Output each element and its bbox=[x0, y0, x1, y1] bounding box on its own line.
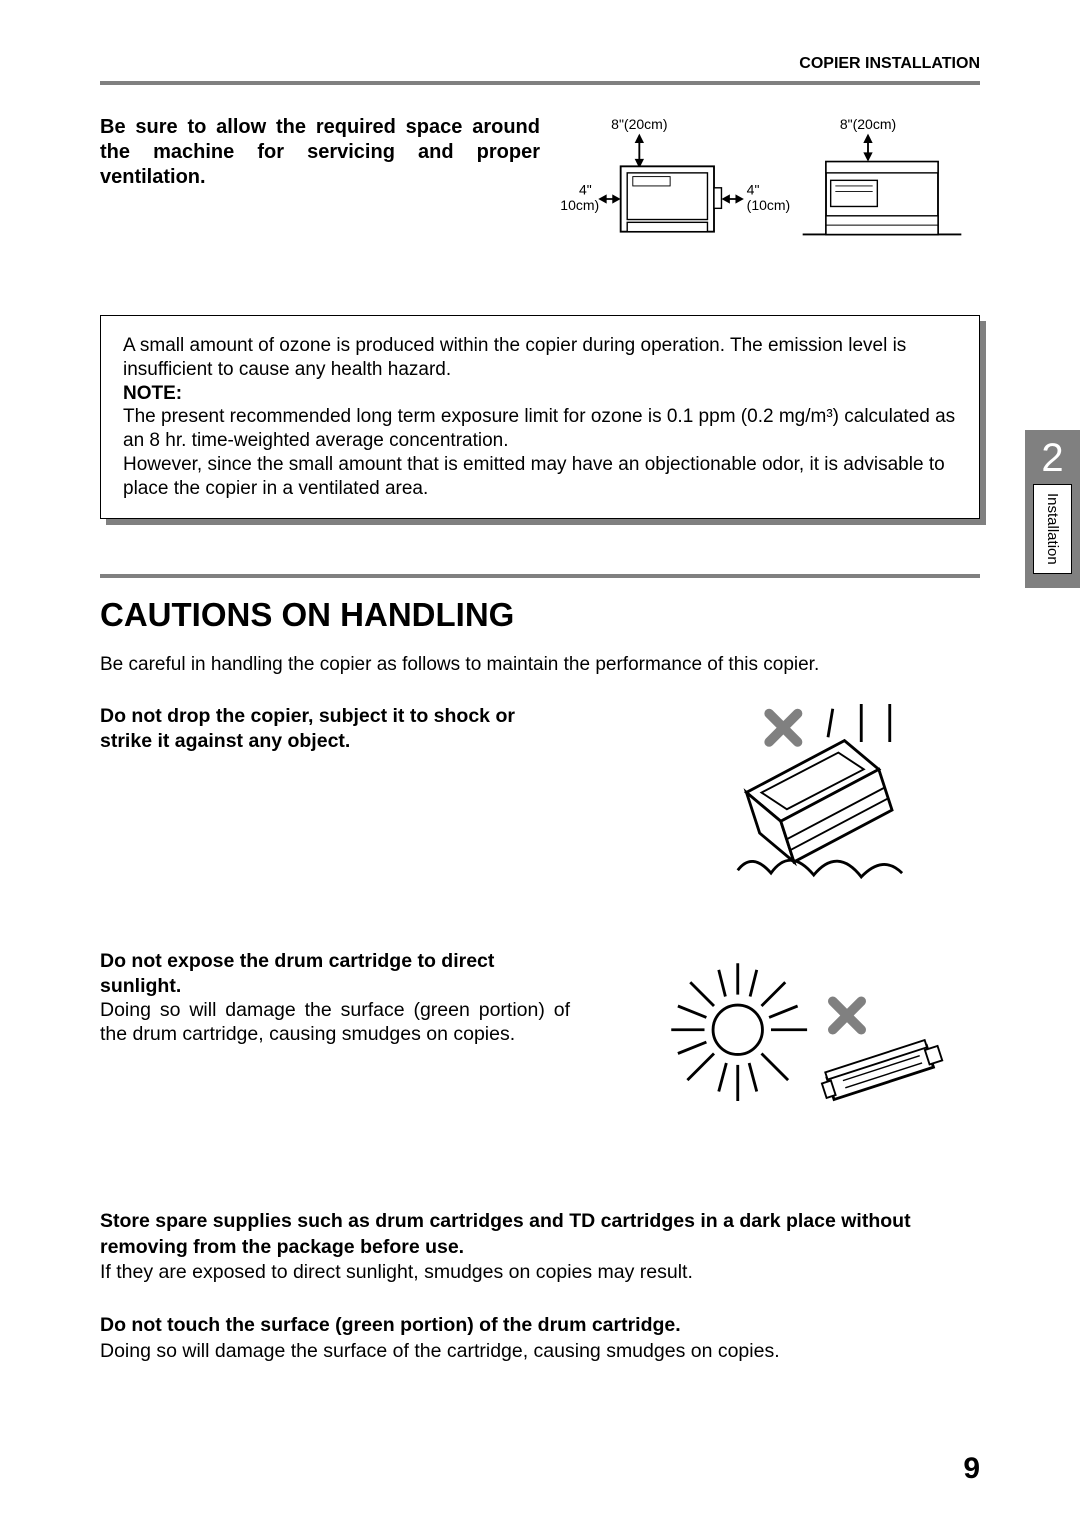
chapter-label: Installation bbox=[1044, 493, 1061, 565]
drop-illustration bbox=[600, 704, 980, 894]
top-clearance-1: 8"(20cm) bbox=[611, 116, 667, 132]
side-in-1b: 4" bbox=[747, 181, 760, 197]
spacing-diagram: 8"(20cm) 4" (10cm) bbox=[560, 115, 980, 255]
page-header: COPIER INSTALLATION bbox=[100, 55, 980, 73]
page-number: 9 bbox=[963, 1452, 980, 1486]
caution-touch-body: Doing so will damage the surface of the … bbox=[100, 1339, 980, 1364]
caution-touch-bold: Do not touch the surface (green portion)… bbox=[100, 1313, 980, 1338]
top-clearance-2: 8"(20cm) bbox=[840, 116, 896, 132]
sunlight-illustration bbox=[600, 949, 980, 1139]
caution-storage-body: If they are exposed to direct sunlight, … bbox=[100, 1260, 980, 1285]
caution-storage: Store spare supplies such as drum cartri… bbox=[100, 1209, 980, 1285]
note-line3: However, since the small amount that is … bbox=[123, 453, 957, 501]
chapter-tab: 2 Installation bbox=[1025, 430, 1080, 588]
side-in-1a: 4" bbox=[579, 181, 592, 197]
spacing-instruction: Be sure to allow the required space arou… bbox=[100, 115, 540, 255]
caution-drop-bold: Do not drop the copier, subject it to sh… bbox=[100, 704, 570, 753]
cautions-intro: Be careful in handling the copier as fol… bbox=[100, 654, 980, 676]
side-cm-1a: (10cm) bbox=[560, 197, 599, 213]
caution-sunlight: Do not expose the drum cartridge to dire… bbox=[100, 949, 980, 1139]
note-line2: The present recommended long term exposu… bbox=[123, 405, 957, 453]
caution-drop: Do not drop the copier, subject it to sh… bbox=[100, 704, 980, 894]
caution-sun-bold: Do not expose the drum cartridge to dire… bbox=[100, 949, 570, 998]
caution-sun-body: Doing so will damage the surface (green … bbox=[100, 998, 570, 1047]
side-cm-1b: (10cm) bbox=[747, 197, 791, 213]
header-rule bbox=[100, 81, 980, 85]
chapter-number: 2 bbox=[1025, 438, 1080, 478]
cautions-title: CAUTIONS ON HANDLING bbox=[100, 596, 980, 634]
note-line1: A small amount of ozone is produced with… bbox=[123, 334, 957, 382]
spacing-section: Be sure to allow the required space arou… bbox=[100, 115, 980, 255]
note-label: NOTE: bbox=[123, 382, 957, 406]
caution-storage-bold: Store spare supplies such as drum cartri… bbox=[100, 1209, 980, 1260]
ozone-note-box: A small amount of ozone is produced with… bbox=[100, 315, 980, 519]
caution-touch: Do not touch the surface (green portion)… bbox=[100, 1313, 980, 1364]
section-rule bbox=[100, 574, 980, 578]
